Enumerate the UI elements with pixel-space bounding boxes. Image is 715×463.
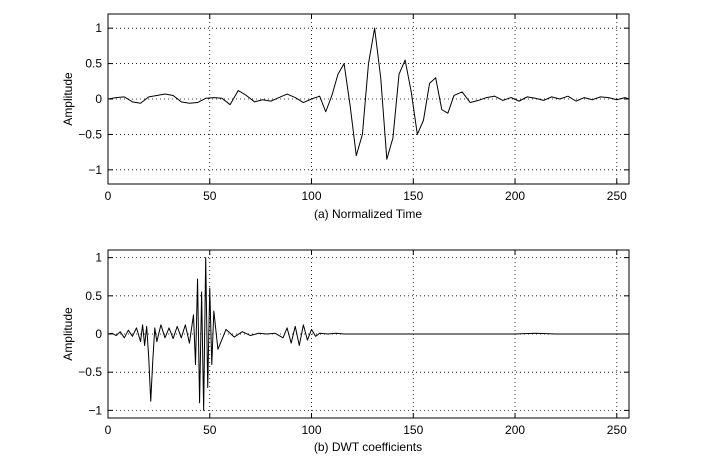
x-tick-label: 250 bbox=[607, 423, 627, 437]
x-tick-label: 100 bbox=[302, 189, 322, 203]
panel-normalized-time: 0 50 100 150 200 250 −1 −0.5 0 0.5 1 (a) Normalize… bbox=[61, 13, 630, 221]
grid bbox=[108, 14, 629, 184]
x-tick-label: 0 bbox=[105, 189, 112, 203]
y-tick-label: 1 bbox=[95, 251, 102, 265]
y-tick-label: 0 bbox=[95, 327, 102, 341]
y-tick-label: 0 bbox=[95, 92, 102, 106]
y-tick-label: −1 bbox=[88, 403, 102, 417]
y-axis-label: Amplitude bbox=[61, 72, 75, 126]
y-tick-label: −1 bbox=[88, 163, 102, 177]
ticks: 0 50 100 150 200 250 −1 −0.5 0 0.5 1 bbox=[78, 250, 629, 437]
y-tick-label: 0.5 bbox=[85, 289, 102, 303]
coefficient-trace bbox=[107, 257, 629, 411]
y-tick-label: −0.5 bbox=[78, 127, 102, 141]
x-tick-label: 0 bbox=[105, 423, 112, 437]
x-tick-label: 200 bbox=[505, 423, 525, 437]
y-tick-label: 1 bbox=[95, 21, 102, 35]
signal-trace bbox=[107, 27, 630, 160]
y-axis-label: Amplitude bbox=[61, 307, 75, 361]
x-tick-label: 50 bbox=[203, 189, 217, 203]
x-axis-label: (a) Normalized Time bbox=[314, 207, 422, 221]
x-axis-label: (b) DWT coefficients bbox=[314, 440, 422, 454]
grid bbox=[108, 250, 629, 418]
y-tick-label: 0.5 bbox=[85, 57, 102, 71]
x-tick-label: 150 bbox=[403, 189, 423, 203]
y-tick-label: −0.5 bbox=[78, 365, 102, 379]
x-tick-label: 200 bbox=[505, 189, 525, 203]
x-tick-label: 100 bbox=[302, 423, 322, 437]
x-tick-label: 150 bbox=[403, 423, 423, 437]
x-tick-label: 50 bbox=[203, 423, 217, 437]
panel-dwt-coefficients: 0 50 100 150 200 250 −1 −0.5 0 0.5 1 (b) DWT coeff… bbox=[61, 249, 630, 454]
ticks: 0 50 100 150 200 250 −1 −0.5 0 0.5 1 bbox=[78, 14, 629, 203]
x-tick-label: 250 bbox=[607, 189, 627, 203]
